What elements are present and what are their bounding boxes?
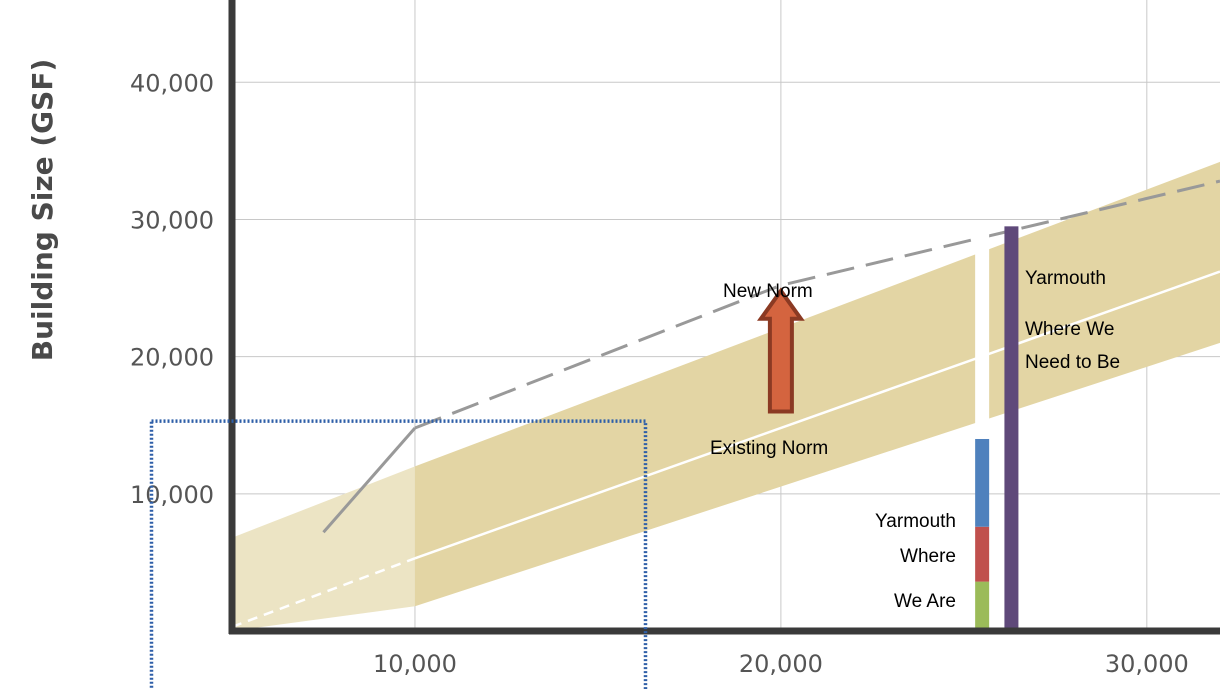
x-tick-label-2: 30,000 [1105, 650, 1189, 678]
range-band-low [232, 466, 415, 631]
highlight-box-rect [149, 419, 648, 689]
range-band-main [414, 161, 1220, 607]
bar-0-gap [975, 226, 990, 439]
axes [228, 0, 1220, 635]
existing-norm-label: Existing Norm [710, 438, 828, 459]
trend-lines [231, 179, 1220, 629]
bar-1-segment-0 [1004, 226, 1019, 631]
y-axis-title: Building Size (GSF) [26, 59, 59, 362]
x-tick-label-0: 10,000 [373, 650, 457, 678]
need-to-be-label-1: Where We [1025, 319, 1114, 340]
y-tick-label-0: 10,000 [130, 481, 214, 509]
tick-labels: 10,000 20,000 30,000 10,000 20,000 30,000 40,0… [130, 69, 1189, 678]
y-tick-label-1: 20,000 [130, 344, 214, 372]
median-line-dashed [231, 557, 416, 629]
need-to-be-label-0: Yarmouth [1025, 268, 1106, 289]
where-we-are-label-0: Yarmouth [875, 511, 956, 532]
new-norm-label: New Norm [723, 281, 813, 302]
y-tick-label-2: 30,000 [130, 206, 214, 234]
x-tick-label-1: 20,000 [739, 650, 823, 678]
bar-0-segment-0 [975, 581, 990, 631]
highlight-box [149, 419, 648, 689]
bar-0-segment-1 [975, 526, 990, 582]
up-arrow-shape [757, 287, 805, 414]
range-band [232, 161, 1220, 631]
norm-arrow [757, 287, 805, 414]
new-norm-line-start [322, 426, 417, 534]
bar-0-segment-2 [975, 438, 990, 527]
new-norm-line [414, 179, 1220, 430]
annotations: New Norm Existing Norm Yarmouth Where We Are… [710, 268, 1120, 612]
median-line [414, 270, 1220, 560]
where-we-are-label-1: Where [900, 546, 956, 567]
y-tick-label-3: 40,000 [130, 69, 214, 97]
need-to-be-label-2: Need to Be [1025, 352, 1120, 373]
stacked-bars [975, 226, 1019, 631]
where-we-are-label-2: We Are [894, 591, 956, 612]
